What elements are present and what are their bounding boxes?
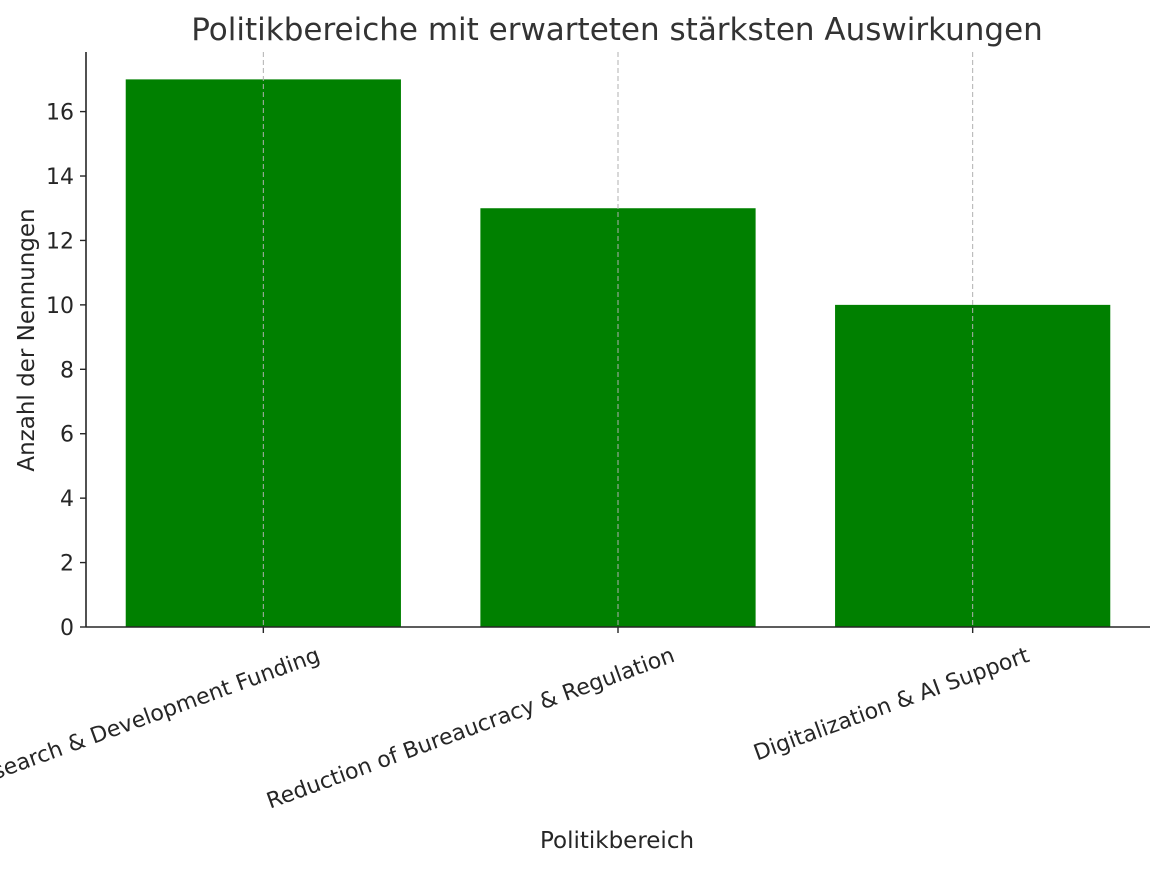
y-tick-label: 4: [60, 487, 74, 512]
bars: [125, 79, 1111, 628]
y-tick-label: 12: [46, 229, 74, 254]
y-tick-label: 16: [46, 101, 74, 126]
x-axis-label: Politikbereich: [540, 828, 694, 854]
y-tick-label: 8: [60, 358, 74, 383]
x-tick-label: Digitalization & AI Support: [750, 643, 1033, 766]
y-tick-label: 14: [46, 165, 74, 190]
y-tick-label: 6: [60, 423, 74, 448]
chart-title: Politikbereiche mit erwarteten stärksten…: [191, 12, 1043, 48]
y-axis-label: Anzahl der Nennungen: [14, 208, 40, 471]
x-tick-label: Reduction of Bureaucracy & Regulation: [263, 643, 678, 814]
x-ticks: Research & Development FundingReduction …: [0, 627, 1033, 814]
y-tick-label: 2: [60, 552, 74, 577]
y-tick-label: 0: [60, 616, 74, 641]
x-tick-label: Research & Development Funding: [0, 643, 323, 795]
bar: [835, 304, 1111, 627]
y-tick-label: 10: [46, 294, 74, 319]
y-ticks: 0 2 4 6 8 10 12 14 16: [46, 101, 86, 641]
